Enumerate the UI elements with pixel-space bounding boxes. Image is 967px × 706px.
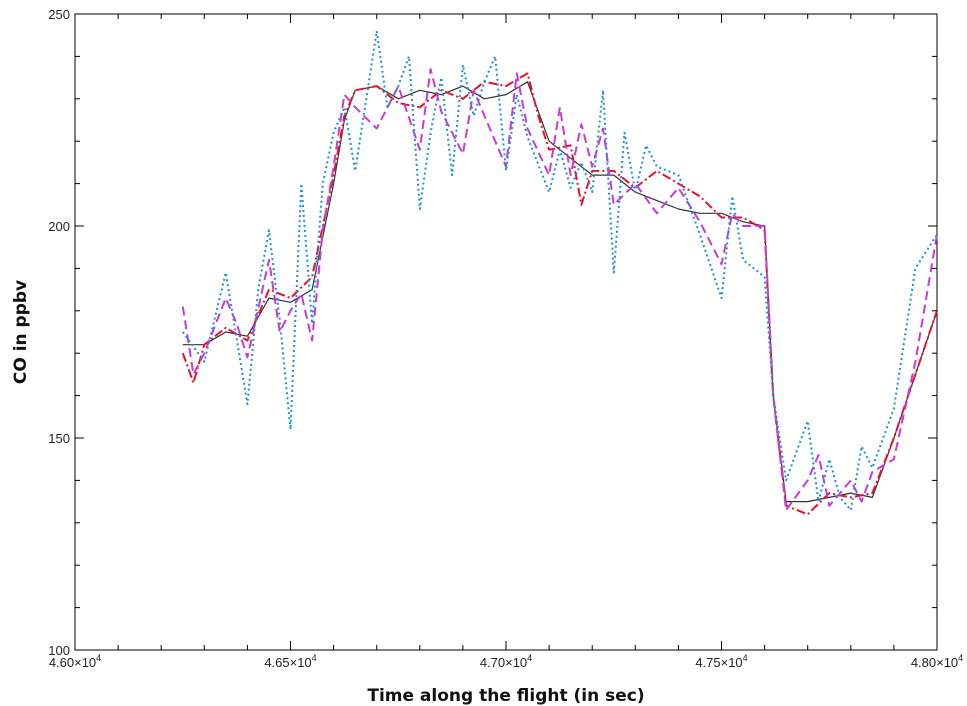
x-tick-label: 4.70×104: [480, 653, 532, 670]
x-tick-label: 4.80×104: [911, 653, 963, 670]
y-tick-label: 200: [48, 219, 70, 234]
series-layer: [181, 30, 938, 516]
y-tick-label: 100: [48, 643, 70, 658]
y-tick-label: 150: [48, 431, 70, 446]
x-tick-labels: 4.60×104 4.65×104 4.70×104 4.75×104 4.80×104: [49, 653, 963, 670]
y-tick-labels: 100 150 200 250: [48, 7, 70, 658]
series-line-2: [181, 72, 938, 516]
series-line-3: [181, 68, 938, 512]
x-tick-exponent: 4: [527, 653, 532, 663]
x-tick-label: 4.75×104: [695, 653, 747, 670]
plot-frame: [74, 13, 938, 651]
x-tick-exponent: 4: [96, 653, 101, 663]
y-axis-title: CO in ppbv: [11, 280, 31, 384]
y-tick-label: 250: [48, 7, 70, 22]
x-tick-label: 4.65×104: [264, 653, 316, 670]
x-tick-exponent: 4: [958, 653, 963, 663]
tick-marks: [74, 13, 938, 651]
x-tick-label: 4.60×104: [49, 653, 101, 670]
x-axis-title: Time along the flight (in sec): [367, 686, 644, 706]
x-tick-exponent: 4: [743, 653, 748, 663]
x-tick-exponent: 4: [312, 653, 317, 663]
series-line-4: [181, 30, 938, 512]
